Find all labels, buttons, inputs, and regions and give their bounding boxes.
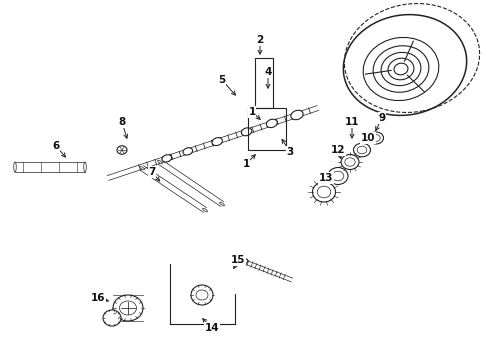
Text: 4: 4 — [264, 67, 271, 77]
Ellipse shape — [183, 148, 193, 155]
Ellipse shape — [14, 162, 16, 172]
Bar — [248, 108, 286, 150]
Text: 3: 3 — [286, 147, 294, 157]
Ellipse shape — [353, 143, 370, 157]
Ellipse shape — [162, 155, 171, 162]
Text: 2: 2 — [256, 35, 264, 45]
Ellipse shape — [313, 182, 336, 202]
Ellipse shape — [267, 119, 277, 127]
Text: 6: 6 — [52, 141, 60, 151]
Ellipse shape — [291, 110, 303, 120]
Ellipse shape — [202, 208, 207, 212]
Ellipse shape — [103, 310, 121, 326]
Text: 12: 12 — [331, 145, 345, 155]
Ellipse shape — [341, 154, 359, 170]
Ellipse shape — [191, 285, 213, 305]
Ellipse shape — [242, 258, 248, 264]
Text: 11: 11 — [345, 117, 359, 127]
Text: 7: 7 — [148, 167, 156, 177]
Text: 15: 15 — [231, 255, 245, 265]
Ellipse shape — [220, 202, 224, 206]
Text: 5: 5 — [219, 75, 225, 85]
Text: 9: 9 — [378, 113, 386, 123]
Ellipse shape — [212, 138, 222, 145]
Ellipse shape — [242, 128, 252, 136]
Ellipse shape — [84, 162, 86, 172]
Text: 1: 1 — [248, 107, 256, 117]
Text: 1: 1 — [243, 159, 249, 169]
Ellipse shape — [328, 167, 348, 184]
Ellipse shape — [140, 166, 145, 170]
Text: 10: 10 — [361, 133, 375, 143]
Text: 14: 14 — [205, 323, 220, 333]
Bar — [255, 58, 273, 108]
Ellipse shape — [158, 160, 162, 164]
Ellipse shape — [117, 146, 127, 154]
Ellipse shape — [368, 132, 384, 144]
Ellipse shape — [113, 295, 143, 321]
Text: 8: 8 — [119, 117, 125, 127]
Text: 13: 13 — [319, 173, 333, 183]
Text: 16: 16 — [91, 293, 105, 303]
